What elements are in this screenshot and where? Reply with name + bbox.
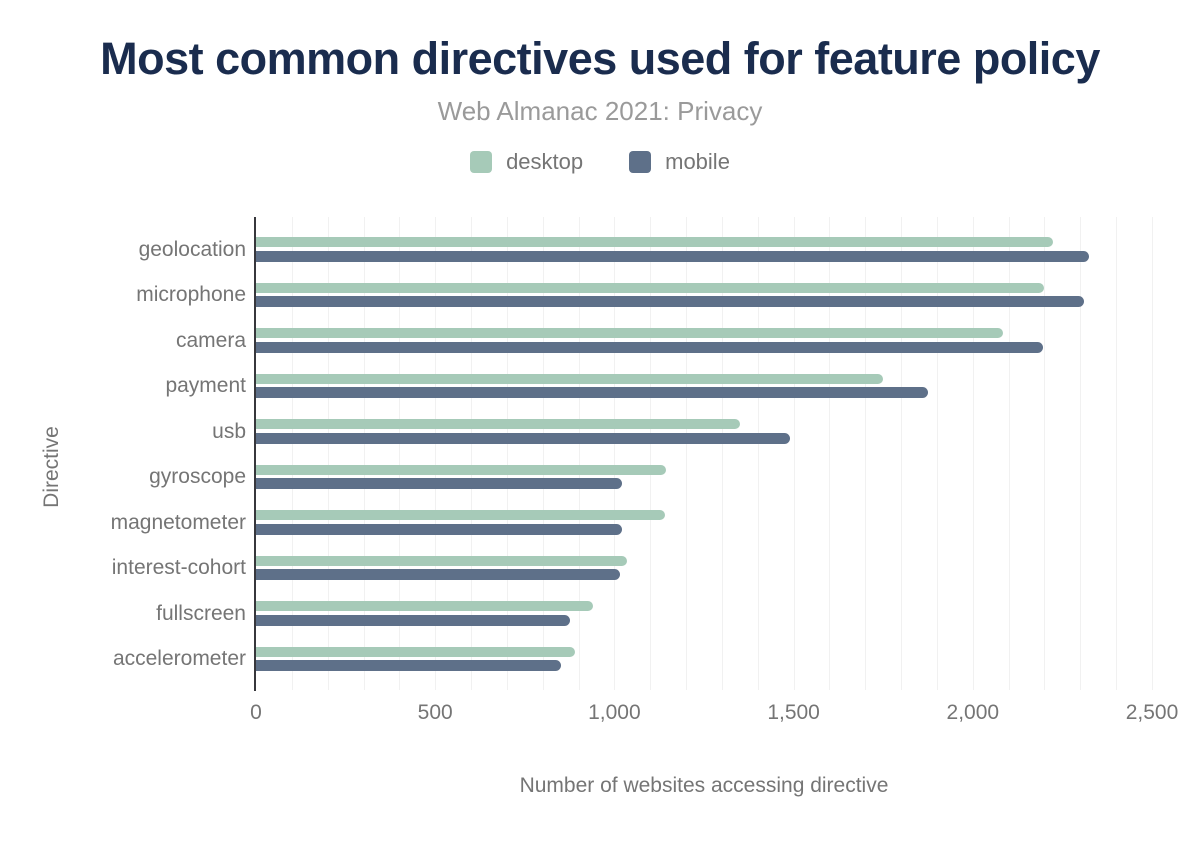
gridline <box>399 217 401 690</box>
gridline <box>757 217 759 690</box>
gridline <box>686 217 688 690</box>
mobile-bar[interactable] <box>256 387 928 399</box>
gridline <box>936 217 938 690</box>
gridline <box>721 217 723 690</box>
mobile-bar[interactable] <box>256 432 791 444</box>
category-label: accelerometer <box>112 647 246 671</box>
mobile-bar[interactable] <box>256 523 622 535</box>
gridline <box>578 217 580 690</box>
mobile-bar[interactable] <box>256 569 620 581</box>
gridline <box>542 217 544 690</box>
category-label: camera <box>175 328 246 352</box>
desktop-bar[interactable] <box>256 373 884 384</box>
category-label: fullscreen <box>156 601 246 625</box>
gridline <box>506 217 508 690</box>
gridline <box>435 217 437 690</box>
x-tick-label: 500 <box>417 701 453 724</box>
category-label: payment <box>165 374 246 398</box>
x-tick-label: 2,500 <box>1125 701 1179 724</box>
gridline <box>327 217 329 690</box>
category-row <box>256 318 1152 364</box>
desktop-bar[interactable] <box>256 601 593 612</box>
gridline <box>972 217 974 690</box>
x-tick-label: 1,000 <box>588 701 641 724</box>
mobile-bar[interactable] <box>256 614 570 626</box>
bar-rows <box>256 217 1152 682</box>
mobile-bar[interactable] <box>256 660 561 672</box>
gridline <box>793 217 795 690</box>
gridline <box>901 217 903 690</box>
desktop-bar[interactable] <box>256 237 1054 248</box>
x-tick-label: 2,000 <box>946 701 1000 724</box>
category-row <box>256 409 1152 455</box>
gridline <box>363 217 365 690</box>
category-row <box>256 546 1152 592</box>
desktop-bar[interactable] <box>256 510 665 521</box>
category-label: usb <box>212 419 246 443</box>
mobile-swatch <box>629 151 652 173</box>
category-label: microphone <box>136 283 246 307</box>
mobile-bar[interactable] <box>256 296 1084 308</box>
category-label: gyroscope <box>149 465 246 489</box>
plot-area <box>256 217 1153 690</box>
gridline <box>471 217 473 690</box>
desktop-bar[interactable] <box>256 419 740 430</box>
category-labels: geolocation microphone camera payment usb gyr… <box>0 227 246 682</box>
gridline <box>865 217 867 690</box>
legend-item-mobile: mobile <box>629 149 730 175</box>
category-label: interest-cohort <box>111 556 246 580</box>
x-tick-label: 1,500 <box>767 701 820 724</box>
desktop-bar[interactable] <box>256 555 627 566</box>
gridline <box>1152 217 1153 690</box>
legend: desktop mobile <box>0 149 1200 175</box>
legend-item-desktop: desktop <box>470 149 583 175</box>
category-row <box>256 591 1152 637</box>
desktop-swatch <box>470 151 493 173</box>
category-row <box>256 500 1152 546</box>
mobile-bar[interactable] <box>256 478 622 490</box>
gridline <box>829 217 831 690</box>
gridline <box>614 217 616 690</box>
category-row <box>256 364 1152 410</box>
gridline <box>1044 217 1046 690</box>
chart-title: Most common directives used for feature … <box>100 33 1100 84</box>
gridline <box>1116 217 1118 690</box>
desktop-bar[interactable] <box>256 464 667 475</box>
desktop-bar[interactable] <box>256 328 1004 339</box>
y-axis-line <box>254 217 256 691</box>
gridline <box>1080 217 1082 690</box>
desktop-bar[interactable] <box>256 282 1045 293</box>
x-axis-title: Number of websites accessing directive <box>519 774 889 797</box>
category-row <box>256 227 1152 273</box>
desktop-bar[interactable] <box>256 646 575 657</box>
gridlines <box>256 217 1153 690</box>
gridline <box>1008 217 1010 690</box>
category-row <box>256 637 1152 683</box>
x-tick-label: 0 <box>250 701 262 724</box>
mobile-bar[interactable] <box>256 250 1090 262</box>
gridline <box>291 217 293 690</box>
category-label: geolocation <box>138 237 246 261</box>
category-row <box>256 455 1152 501</box>
category-row <box>256 273 1152 319</box>
legend-label-desktop: desktop <box>506 149 584 174</box>
mobile-bar[interactable] <box>256 341 1043 353</box>
gridline <box>650 217 652 690</box>
category-label: magnetometer <box>110 510 246 534</box>
legend-label-mobile: mobile <box>665 149 730 174</box>
chart-subtitle: Web Almanac 2021: Privacy <box>437 96 763 126</box>
x-axis-ticks: 0 500 1,000 1,500 2,000 2,500 <box>250 701 1178 727</box>
